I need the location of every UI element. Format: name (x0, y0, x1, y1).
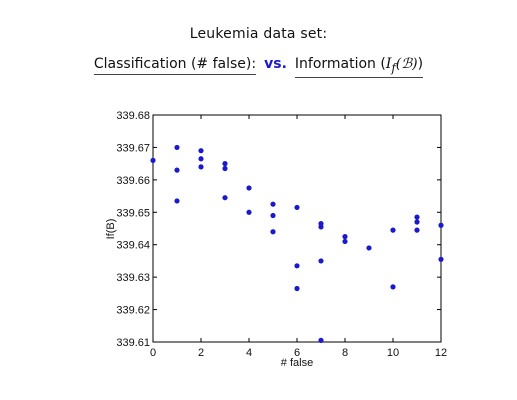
data-point (150, 157, 156, 163)
data-point (246, 185, 252, 191)
y-tick-label: 339.61 (116, 337, 150, 349)
chart-subtitle: Classification (# false): vs. Information … (0, 56, 517, 78)
y-tick-label: 339.62 (116, 305, 150, 317)
data-point (246, 209, 252, 215)
x-tick-label: 12 (435, 347, 447, 359)
data-point (198, 156, 204, 162)
data-point (414, 219, 420, 225)
data-point (390, 227, 396, 233)
subtitle-information: Information (If(ℬ)) (294, 56, 424, 78)
data-point (366, 245, 372, 251)
data-point (438, 222, 444, 228)
data-point (270, 201, 276, 207)
data-point (222, 161, 228, 167)
data-point (390, 284, 396, 290)
y-tick-label: 339.64 (116, 240, 150, 252)
data-point (294, 263, 300, 269)
data-point (414, 227, 420, 233)
subtitle-classification: Classification (# false): (93, 56, 257, 75)
chart-title: Leukemia data set: (189, 26, 328, 42)
subtitle-math-i: I (385, 56, 392, 72)
plot-area (152, 114, 442, 343)
y-tick-label: 339.66 (116, 175, 150, 187)
data-point (174, 198, 180, 204)
data-point (318, 258, 324, 264)
data-point (222, 195, 228, 201)
subtitle-vs: vs. (264, 56, 287, 72)
x-axis-label: # false (281, 357, 313, 369)
y-tick-label: 339.63 (116, 272, 150, 284)
subtitle-math-arg: (ℬ) (395, 56, 418, 72)
subtitle-information-suffix: ) (417, 56, 424, 72)
data-point (270, 229, 276, 235)
x-tick-label: 0 (150, 347, 156, 359)
data-point (318, 337, 324, 343)
y-tick-label: 339.65 (116, 207, 150, 219)
y-tick-label: 339.67 (116, 142, 150, 154)
data-points (150, 144, 444, 343)
data-point (270, 212, 276, 219)
x-tick-label: 10 (387, 347, 399, 359)
x-tick-label: 6 (294, 347, 300, 359)
data-point (294, 204, 300, 211)
x-tick-label: 4 (246, 347, 252, 359)
axis-ticks: 0 2 4 6 8 10 12 339.61 339.62 339.63 339.64 339.65 3… (116, 110, 447, 359)
subtitle-information-prefix: Information ( (294, 56, 386, 72)
x-tick-label: 2 (198, 347, 204, 359)
data-point (198, 148, 204, 154)
data-point (198, 164, 204, 170)
data-point (222, 165, 228, 172)
data-point (342, 238, 348, 245)
data-point (318, 224, 324, 230)
subtitle-math-sub: f (391, 60, 396, 75)
data-point (174, 144, 180, 151)
data-point (294, 285, 300, 292)
data-point (342, 234, 348, 240)
y-tick-label: 339.68 (116, 110, 150, 122)
data-point (414, 214, 420, 220)
data-point (438, 256, 444, 262)
x-tick-label: 8 (342, 347, 348, 359)
data-point (174, 167, 180, 173)
y-axis-label: If(B) (105, 219, 117, 240)
